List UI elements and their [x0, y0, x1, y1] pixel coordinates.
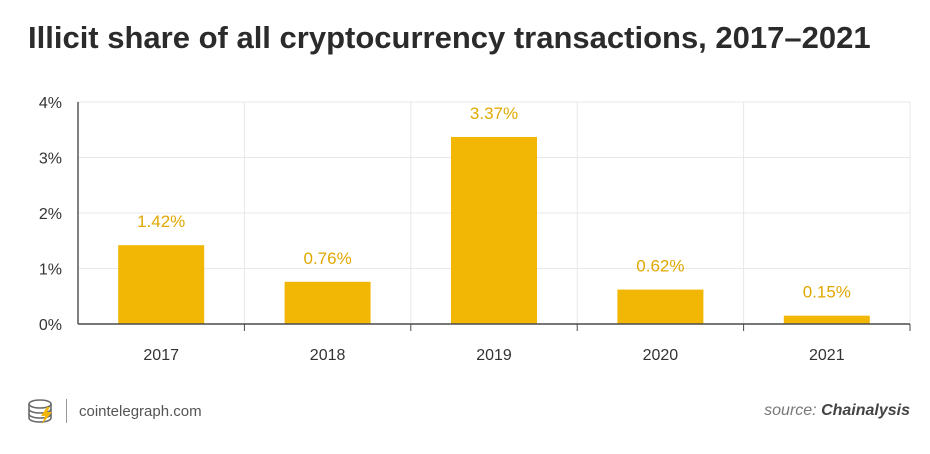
footer-site-text: cointelegraph.com	[79, 402, 202, 420]
bar	[617, 289, 704, 324]
y-tick-label: 0%	[39, 317, 62, 334]
x-tick-label: 2019	[476, 347, 512, 364]
x-tick-label: 2021	[809, 347, 845, 364]
value-labels: 1.42% 0.76% 3.37% 0.62% 0.15%	[137, 104, 851, 302]
bars	[118, 136, 870, 324]
y-tick-label: 4%	[39, 95, 62, 112]
source-name: Chainalysis	[821, 402, 910, 419]
source-attribution: source: Chainalysis	[764, 402, 910, 420]
bar	[783, 315, 870, 324]
x-tick-label: 2020	[643, 347, 679, 364]
cointelegraph-logo-icon	[28, 399, 52, 424]
y-tick-label: 1%	[39, 262, 62, 279]
data-label: 1.42%	[137, 212, 185, 231]
data-label: 0.76%	[303, 249, 351, 268]
data-label: 3.37%	[470, 104, 518, 123]
x-tick-label: 2018	[310, 347, 346, 364]
data-label: 0.15%	[803, 283, 851, 302]
y-tick-label: 3%	[39, 151, 62, 168]
data-label: 0.62%	[636, 257, 684, 276]
footer-divider	[66, 399, 67, 423]
y-tick-label: 2%	[39, 206, 62, 223]
bar	[118, 245, 205, 324]
x-tick-label: 2017	[143, 347, 179, 364]
footer-branding: cointelegraph.com	[26, 396, 202, 426]
bar	[451, 136, 537, 324]
axes: 0% 1% 2% 3% 4% 2017 2018 2019 2020 2021	[39, 95, 911, 364]
chart-title: Illicit share of all cryptocurrency tran…	[28, 20, 871, 55]
source-prefix: source:	[764, 402, 822, 419]
bar	[284, 281, 371, 324]
